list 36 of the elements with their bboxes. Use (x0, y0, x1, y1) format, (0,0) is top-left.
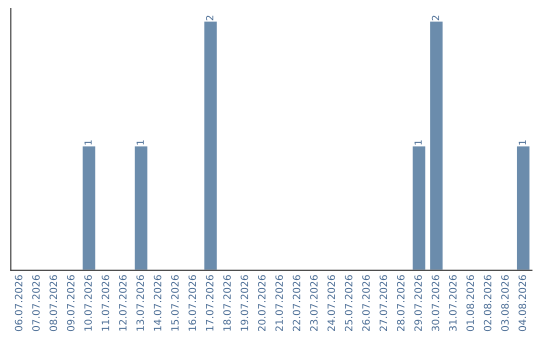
x-tick-label: 04.08.2026 (518, 275, 526, 332)
x-tick-label: 25.07.2026 (344, 275, 352, 331)
x-tick-label: 19.07.2026 (240, 275, 248, 331)
x-tick-label: 22.07.2026 (292, 275, 300, 331)
x-tick-label: 07.07.2026 (32, 275, 40, 332)
data-label: 2 (206, 16, 214, 20)
data-label: 2 (432, 16, 440, 20)
x-tick-label: 23.07.2026 (310, 275, 318, 331)
x-tick-label: 16.07.2026 (188, 275, 196, 331)
x-tick-label: 11.07.2026 (102, 275, 110, 331)
x-tick-label: 18.07.2026 (223, 275, 231, 331)
x-tick-label: 03.08.2026 (501, 275, 509, 332)
x-tick-label: 06.07.2026 (14, 275, 22, 332)
x-tick-label: 13.07.2026 (136, 275, 144, 331)
x-tick-label: 15.07.2026 (171, 275, 179, 331)
data-label: 1 (518, 140, 526, 145)
x-tick-label: 14.07.2026 (154, 275, 162, 331)
x-tick-label: 17.07.2026 (206, 275, 214, 331)
x-tick-label: 10.07.2026 (84, 275, 92, 331)
data-label: 1 (414, 140, 422, 145)
x-tick-label: 08.07.2026 (50, 275, 58, 332)
x-tick-label: 29.07.2026 (414, 275, 422, 331)
x-tick-label: 27.07.2026 (380, 275, 388, 331)
data-label: 1 (136, 140, 144, 145)
x-tick-label: 01.08.2026 (466, 275, 474, 332)
x-tick-label: 20.07.2026 (258, 275, 266, 331)
x-tick-label: 28.07.2026 (396, 275, 405, 331)
x-tick-label: 09.07.2026 (66, 275, 74, 332)
x-tick-label: 12.07.2026 (119, 275, 127, 331)
x-tick-label: 21.07.2026 (275, 275, 283, 331)
x-tick-label: 30.07.2026 (432, 275, 440, 331)
x-tick-label: 31.07.2026 (449, 275, 457, 331)
x-tick-label: 02.08.2026 (484, 275, 492, 332)
data-label: 1 (84, 140, 92, 145)
x-tick-label: 24.07.2026 (327, 275, 336, 331)
x-tick-label: 26.07.2026 (362, 275, 370, 331)
